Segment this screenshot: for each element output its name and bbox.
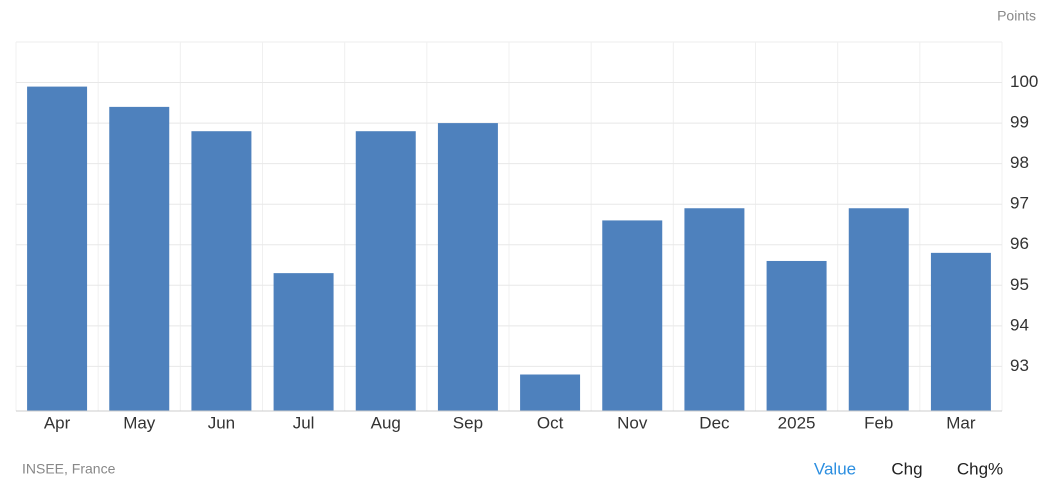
x-tick-label: 2025 [778,413,816,432]
bar [602,220,663,411]
bar [766,260,827,411]
x-tick-label: Jun [208,413,235,432]
bar [273,273,334,411]
tab-chg-pct[interactable]: Chg% [957,459,1003,478]
x-tick-label: Apr [44,413,71,432]
y-tick-label: 94 [1010,315,1029,334]
x-tick-label: Aug [371,413,401,432]
x-tick-label: May [123,413,156,432]
bar [191,131,252,411]
x-tick-label: Feb [864,413,893,432]
bar [520,374,581,411]
tab-chg[interactable]: Chg [891,459,922,478]
x-tick-label: Dec [699,413,730,432]
bar [684,208,745,411]
y-tick-label: 99 [1010,113,1029,132]
bar [848,208,909,411]
x-tick-label: Sep [453,413,483,432]
y-tick-label: 100 [1010,72,1038,91]
y-tick-label: 95 [1010,275,1029,294]
bar [437,123,498,411]
bar [27,86,88,411]
x-tick-label: Jul [293,413,315,432]
unit-label: Points [997,8,1036,24]
y-tick-label: 97 [1010,194,1029,213]
tab-value[interactable]: Value [814,459,856,478]
x-tick-label: Oct [537,413,564,432]
y-tick-label: 93 [1010,356,1029,375]
y-tick-label: 96 [1010,234,1029,253]
source: INSEE, France [22,461,116,477]
y-tick-label: 98 [1010,153,1029,172]
bar [109,106,170,411]
x-tick-label: Mar [946,413,976,432]
bar [930,252,991,411]
bar [355,131,416,411]
x-tick-label: Nov [617,413,648,432]
